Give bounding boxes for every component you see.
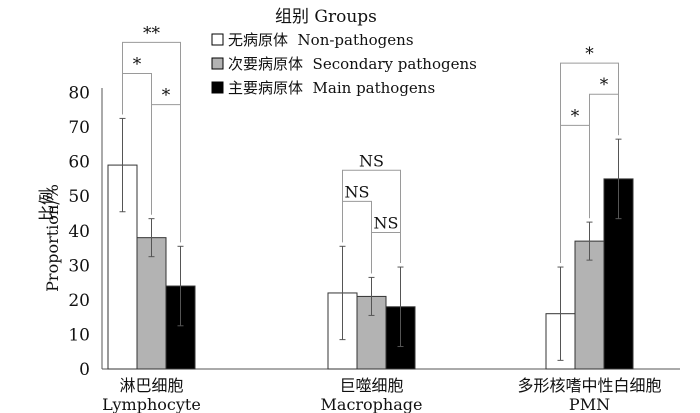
y-tick-label: 40: [68, 222, 90, 242]
bar: [574, 240, 605, 370]
legend-title: 组别 Groups: [275, 7, 377, 27]
y-tick-label: 80: [68, 84, 90, 104]
significance-label: NS: [359, 151, 384, 170]
significance-label: NS: [345, 182, 370, 201]
x-tick-label-en: Lymphocyte: [102, 395, 201, 413]
significance-bracket: [151, 104, 181, 243]
legend-swatch: [211, 33, 224, 46]
significance-bracket: [342, 169, 401, 264]
bar: [136, 237, 167, 370]
legend-label: 次要病原体 Secondary pathogens: [228, 55, 477, 73]
y-tick-label: 50: [68, 187, 90, 207]
error-bar: [397, 266, 404, 348]
significance-label: *: [585, 44, 594, 64]
legend: 组别 Groups 无病原体 Non-pathogens 次要病原体 Second…: [211, 7, 477, 97]
y-axis-label-en: Proportion/%: [43, 184, 62, 292]
error-bar: [339, 245, 346, 341]
x-tick-label-cn: 多形核嗜中性白细胞: [517, 376, 661, 395]
y-tick-label: 70: [68, 118, 90, 138]
significance-label: *: [162, 86, 171, 106]
error-bar: [119, 117, 126, 213]
error-bar: [368, 276, 375, 316]
significance-label: *: [600, 75, 609, 95]
legend-swatch: [211, 81, 224, 94]
bars-group: [107, 117, 634, 370]
significance-label: NS: [374, 213, 399, 232]
legend-swatch: [211, 57, 224, 70]
error-bar: [586, 221, 593, 261]
y-tick-label: 20: [68, 291, 90, 311]
y-axis: 比例 Proportion/% 0 10 20 30 40 50 60 70 80: [37, 84, 103, 380]
error-bar: [557, 266, 564, 361]
significance-label: *: [571, 106, 580, 126]
significance-bracket: [560, 62, 619, 264]
y-tick-label: 30: [68, 256, 90, 276]
x-tick-label-en: Macrophage: [321, 395, 423, 413]
legend-label: 无病原体 Non-pathogens: [228, 31, 414, 49]
x-tick-label-en: PMN: [569, 395, 610, 413]
error-bar: [177, 245, 184, 327]
y-axis-label-cn: 比例: [37, 189, 56, 221]
legend-label: 主要病原体 Main pathogens: [228, 79, 435, 97]
significance-bracket: [371, 231, 401, 274]
significance-bracket: [342, 200, 372, 274]
x-tick-label-cn: 巨噬细胞: [339, 376, 403, 395]
x-tick-label-cn: 淋巴细胞: [119, 376, 183, 395]
error-bar: [148, 218, 155, 258]
significance-label: **: [143, 23, 161, 43]
y-tick-label: 10: [68, 325, 90, 345]
significance-label: *: [133, 54, 142, 74]
error-bar: [615, 138, 622, 220]
y-tick-label: 60: [68, 153, 90, 173]
y-tick-label: 0: [79, 360, 90, 380]
